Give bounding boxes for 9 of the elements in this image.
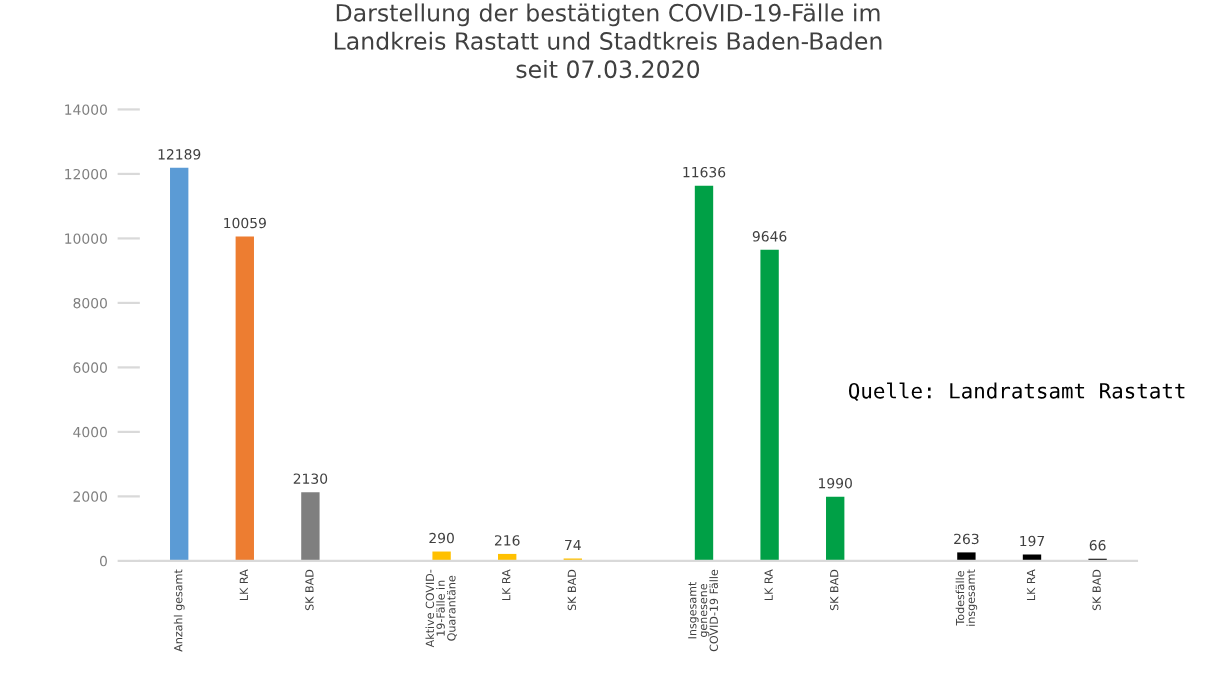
chart-title: Darstellung der bestätigten COVID-19-Fälle im Landkreis Rastatt und Stadtkreis Baden-Baden seit 07.03.2020 [334, 3, 882, 79]
bar [694, 185, 714, 561]
bar [235, 236, 254, 561]
bar [957, 552, 976, 561]
annotation: Quelle: Landratsamt Rastatt [848, 382, 1185, 402]
bar [170, 167, 189, 561]
bar [760, 249, 779, 561]
bar [826, 496, 845, 561]
bar [301, 492, 320, 561]
